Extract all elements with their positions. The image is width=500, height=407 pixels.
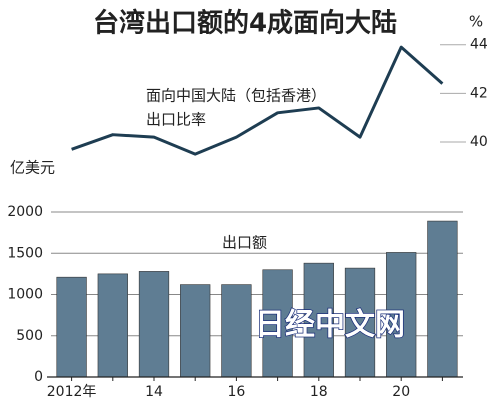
line bbox=[71, 45, 444, 156]
bar bbox=[56, 276, 87, 378]
y-axis-label: 亿美元 bbox=[10, 159, 55, 177]
y-tick-label: 0 bbox=[34, 369, 43, 385]
y2-tick-label: 42 bbox=[470, 85, 488, 101]
y-tick-label: 1000 bbox=[7, 287, 43, 303]
bar bbox=[386, 252, 417, 378]
x-tick-label: 2012年 bbox=[47, 384, 97, 400]
x-tick-label: 16 bbox=[227, 384, 245, 400]
y-tick-label: 2000 bbox=[7, 204, 43, 220]
x-tick-label: 20 bbox=[392, 384, 410, 400]
x-tick-label: 18 bbox=[310, 384, 328, 400]
bar bbox=[303, 262, 334, 378]
bar bbox=[221, 284, 252, 378]
y2-tick-label: 44 bbox=[470, 37, 488, 53]
bar bbox=[427, 220, 458, 378]
y2-axis-label: % bbox=[469, 13, 483, 31]
line-label: 出口比率 bbox=[146, 111, 206, 129]
bar bbox=[344, 267, 376, 378]
bar bbox=[262, 269, 293, 378]
watermark: 日经中文网 bbox=[255, 308, 405, 343]
bar bbox=[180, 284, 211, 378]
y-tick-label: 500 bbox=[16, 328, 43, 344]
chart-title: 台湾出口额的4成面向大陆 bbox=[93, 8, 397, 39]
y2-tick-label: 40 bbox=[470, 134, 488, 150]
bar bbox=[138, 271, 170, 378]
bar-label: 出口额 bbox=[222, 234, 267, 252]
x-tick-label: 14 bbox=[145, 384, 163, 400]
y-tick-label: 1500 bbox=[7, 245, 43, 261]
bar bbox=[97, 273, 128, 378]
line-label: 面向中国大陆（包括香港） bbox=[146, 87, 326, 105]
